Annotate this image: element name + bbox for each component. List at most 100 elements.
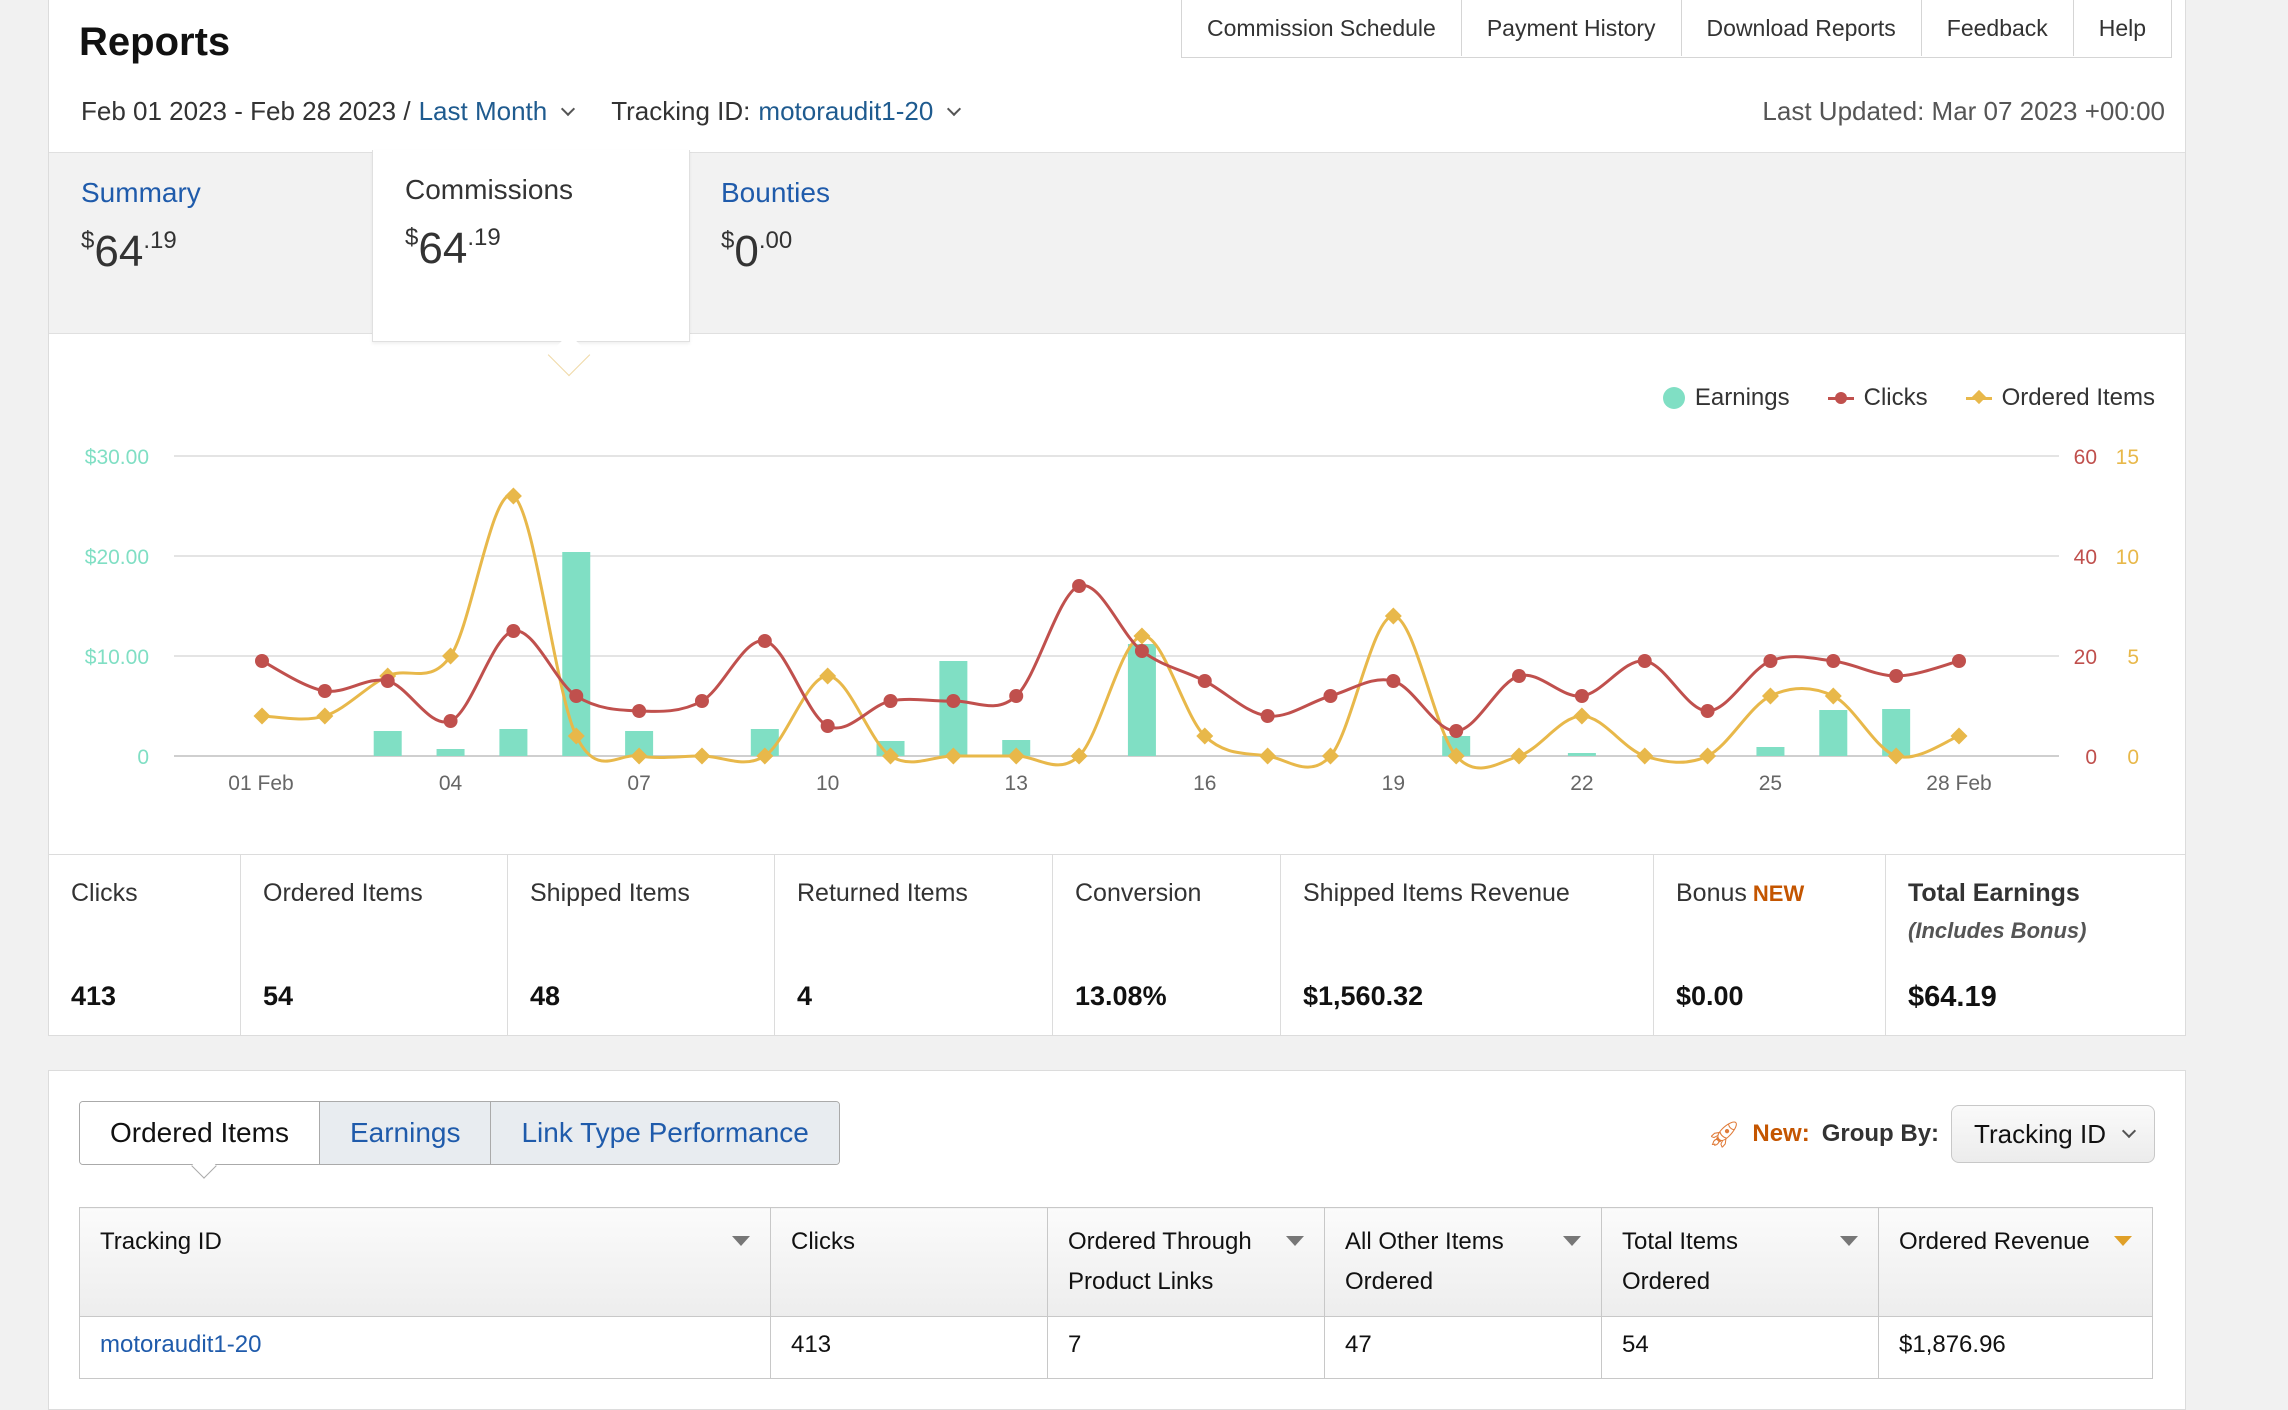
y-tick-items: 0 <box>2127 746 2139 769</box>
y-tick-clicks: 20 <box>2074 646 2097 669</box>
clicks-point <box>883 694 898 708</box>
nav-download-reports[interactable]: Download Reports <box>1682 0 1922 56</box>
metrics-row: Clicks 413 Ordered Items 54 Shipped Items 4… <box>49 854 2185 1036</box>
ordered-items-point <box>944 747 962 765</box>
sort-icon[interactable] <box>732 1236 750 1246</box>
ordered-items-point <box>1007 747 1025 765</box>
nav-help[interactable]: Help <box>2098 15 2147 41</box>
nav-payment-history[interactable]: Payment History <box>1462 0 1682 56</box>
ordered-items-point <box>1321 747 1339 765</box>
x-tick-label: 13 <box>1005 772 1028 795</box>
legend-clicks[interactable]: Clicks <box>1827 384 1928 412</box>
earnings-bar <box>562 552 591 756</box>
clicks-point <box>255 654 269 668</box>
clicks-point <box>1763 654 1778 668</box>
cell-clicks: 413 <box>770 1316 1048 1379</box>
group-by-select[interactable]: Tracking ID <box>1951 1105 2155 1163</box>
table-header-row: Tracking ID Clicks Ordered Through Produ… <box>79 1207 2153 1317</box>
ordered-items-point <box>1950 727 1968 745</box>
new-badge: NEW <box>1752 881 1805 906</box>
col-total-items[interactable]: Total Items Ordered <box>1601 1207 1879 1317</box>
tracking-id-dropdown[interactable]: motoraudit1-20 <box>758 96 934 126</box>
ordered-items-point <box>693 747 711 765</box>
earnings-chart: $30.00 60 15 $20.00 40 10 $10.00 20 5 0 0 0 01 Feb 04… <box>85 446 2139 795</box>
metric-shipped-revenue: Shipped Items Revenue $1,560.32 <box>1281 855 1654 1036</box>
metric-shipped-items: Shipped Items 48 <box>508 855 775 1036</box>
ordered-items-point <box>567 727 585 745</box>
legend-ordered-items[interactable]: Ordered Items <box>1965 384 2155 412</box>
chevron-down-icon[interactable] <box>561 101 576 116</box>
metric-bonus: Bonus NEW $0.00 <box>1654 855 1886 1036</box>
clicks-point <box>1637 654 1652 668</box>
sort-icon[interactable] <box>1286 1236 1304 1246</box>
x-tick-label: 10 <box>816 772 839 795</box>
period-dropdown[interactable]: Last Month <box>418 96 548 126</box>
clicks-point <box>946 694 961 708</box>
legend-earnings[interactable]: Earnings <box>1662 384 1790 412</box>
tab-bounties[interactable]: Bounties $0.00 <box>689 153 862 333</box>
earnings-bar <box>499 729 528 756</box>
ordered-items-point <box>1887 747 1905 765</box>
nav-feedback[interactable]: Feedback <box>1922 0 2074 56</box>
col-clicks[interactable]: Clicks <box>770 1207 1048 1317</box>
x-tick-label: 16 <box>1193 772 1216 795</box>
ordered-items-point <box>1133 627 1151 645</box>
clicks-point <box>1449 724 1464 738</box>
y-tick-clicks: 0 <box>2085 746 2097 769</box>
clicks-point <box>1386 674 1401 688</box>
cell-ordered-through-links: 7 <box>1047 1316 1325 1379</box>
x-tick-label: 25 <box>1759 772 1782 795</box>
x-tick-label: 01 Feb <box>228 772 293 795</box>
nav-commission-schedule[interactable]: Commission Schedule <box>1182 0 1462 56</box>
group-by: 🚀︎ New: Group By: Tracking ID <box>1707 1105 2155 1163</box>
clicks-point <box>1197 674 1212 688</box>
tracking-label: Tracking ID: <box>611 96 751 126</box>
ordered-items-point <box>1636 747 1654 765</box>
ordered-items-point <box>1761 687 1779 705</box>
col-ordered-through-links[interactable]: Ordered Through Product Links <box>1047 1207 1325 1317</box>
chevron-down-icon[interactable] <box>947 101 962 116</box>
col-ordered-revenue[interactable]: Ordered Revenue <box>1878 1207 2153 1317</box>
sort-active-icon[interactable] <box>2114 1236 2132 1246</box>
clicks-point <box>1512 669 1527 683</box>
ordered-items-point <box>316 707 334 725</box>
tab-value: $0.00 <box>721 227 793 276</box>
y-tick-items: 10 <box>2116 546 2139 569</box>
summary-tabs: Summary $64.19 Bounties $0.00 <box>49 152 2185 334</box>
y-tick-earnings: $30.00 <box>85 446 149 469</box>
breakdown-tabs: Ordered Items Earnings Link Type Perform… <box>79 1101 840 1165</box>
y-tick-earnings: $20.00 <box>85 546 149 569</box>
metric-total-earnings: Total Earnings (Includes Bonus) $64.19 <box>1908 879 2087 1013</box>
earnings-bar <box>1756 747 1785 756</box>
ordered-items-point <box>442 647 460 665</box>
ordered-items-point <box>504 487 522 505</box>
earnings-bar <box>1567 753 1596 756</box>
col-tracking-id[interactable]: Tracking ID <box>79 1207 771 1317</box>
tab-earnings[interactable]: Earnings <box>319 1102 492 1164</box>
table-row: motoraudit1-20 413 7 47 54 $1,876.96 <box>79 1316 2153 1379</box>
x-tick-label: 22 <box>1570 772 1593 795</box>
ordered-items-point <box>756 747 774 765</box>
sort-icon[interactable] <box>1563 1236 1581 1246</box>
page-title: Reports <box>79 20 231 64</box>
ordered-items-point <box>1573 707 1591 725</box>
clicks-point <box>820 719 835 733</box>
earnings-bar <box>939 661 968 756</box>
tab-link-type-performance[interactable]: Link Type Performance <box>491 1102 839 1164</box>
tab-commissions[interactable]: Commissions $64.19 <box>372 150 690 342</box>
clicks-point <box>1323 689 1338 703</box>
metric-ordered-items: Ordered Items 54 <box>241 855 508 1036</box>
clicks-point <box>1574 689 1589 703</box>
tab-ordered-items[interactable]: Ordered Items <box>80 1102 320 1164</box>
clicks-point <box>694 694 709 708</box>
x-tick-label: 07 <box>627 772 650 795</box>
clicks-point <box>317 684 332 698</box>
clicks-point <box>569 689 584 703</box>
clicks-point <box>1826 654 1841 668</box>
cell-tracking-id[interactable]: motoraudit1-20 <box>79 1316 771 1379</box>
clicks-point <box>1700 704 1715 718</box>
clicks-line-icon <box>1827 391 1854 404</box>
col-all-other-items[interactable]: All Other Items Ordered <box>1324 1207 1602 1317</box>
sort-icon[interactable] <box>1840 1236 1858 1246</box>
tab-summary[interactable]: Summary $64.19 <box>49 153 233 333</box>
